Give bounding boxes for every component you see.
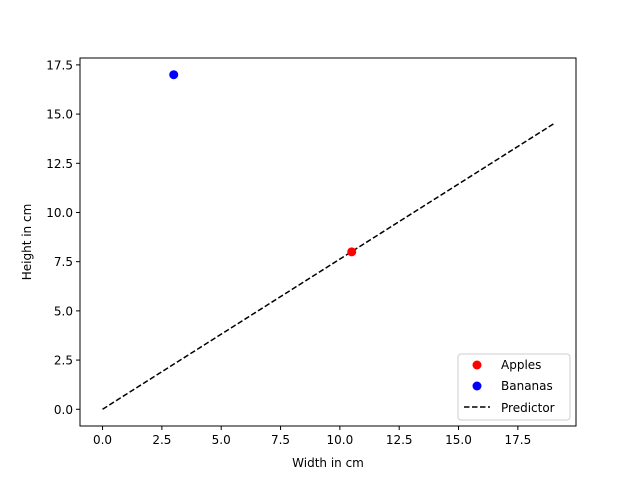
apples-point [347,247,357,257]
y-axis-ticks: 0.0 2.5 5.0 7.5 10.0 12.5 15.0 17.5 [46,58,80,417]
y-tick-label: 17.5 [46,58,73,72]
y-tick-label: 7.5 [54,255,73,269]
x-axis-ticks: 0.0 2.5 5.0 7.5 10.0 12.5 15.0 17.5 [93,426,531,447]
x-tick-label: 0.0 [93,433,112,447]
x-tick-label: 17.5 [504,433,531,447]
legend-bananas-label: Bananas [501,379,553,393]
x-tick-label: 2.5 [152,433,171,447]
legend: Apples Bananas Predictor [457,353,571,421]
predictor-line [102,123,554,410]
y-axis-label: Height in cm [20,204,34,281]
y-tick-label: 10.0 [46,206,73,220]
x-tick-label: 7.5 [271,433,290,447]
plot-layer [102,70,554,410]
legend-box [457,353,571,421]
y-tick-label: 12.5 [46,157,73,171]
x-tick-label: 12.5 [386,433,413,447]
x-tick-label: 10.0 [327,433,354,447]
y-tick-label: 0.0 [54,403,73,417]
x-tick-label: 15.0 [445,433,472,447]
bananas-point [169,70,179,80]
x-axis-label: Width in cm [292,456,364,470]
legend-bananas-marker [472,381,482,391]
y-tick-label: 2.5 [54,354,73,368]
y-tick-label: 5.0 [54,304,73,318]
y-tick-label: 15.0 [46,108,73,122]
legend-apples-label: Apples [501,358,541,372]
legend-apples-marker [472,360,482,370]
legend-predictor-label: Predictor [501,401,555,415]
plot-frame [79,57,577,427]
x-tick-label: 5.0 [212,433,231,447]
